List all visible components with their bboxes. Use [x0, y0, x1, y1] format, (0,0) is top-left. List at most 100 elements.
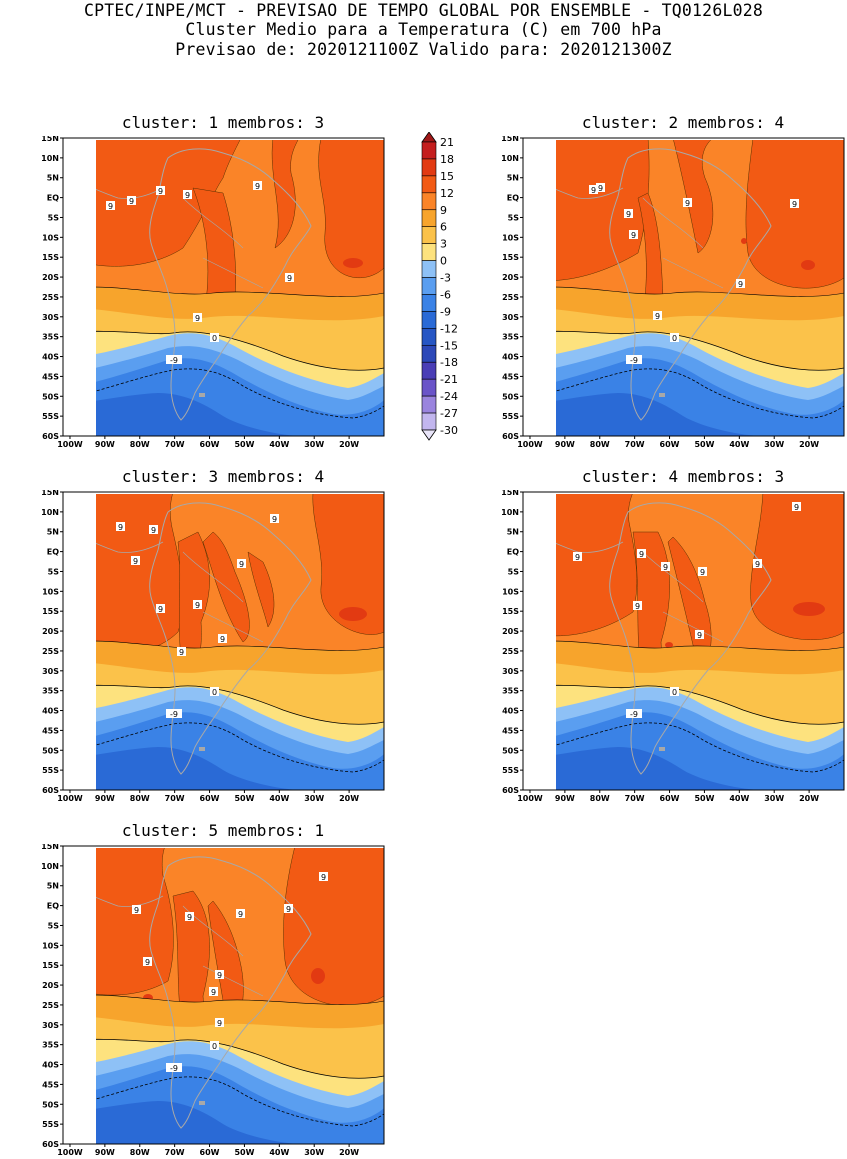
- lat-label: 5S: [48, 921, 60, 930]
- contour-label-box: [183, 190, 192, 199]
- lat-label: 15S: [42, 253, 59, 262]
- lon-label: 60W: [200, 794, 220, 803]
- colorbar-label: -24: [440, 390, 458, 403]
- contour-label-box: [670, 687, 679, 696]
- contour-label-box: [127, 196, 136, 205]
- island: [659, 393, 665, 397]
- lat-label: 25S: [502, 293, 519, 302]
- lon-label: 60W: [660, 440, 680, 449]
- lon-label: 50W: [694, 440, 714, 449]
- colorbar-swatch: [421, 209, 437, 228]
- coastline: [96, 541, 164, 553]
- temperature-band: [96, 393, 303, 436]
- colorbar-label: -18: [440, 356, 458, 369]
- contour-label-minus-9: -9: [170, 710, 178, 719]
- contour-label-box: [573, 552, 582, 561]
- warm-region: [318, 140, 385, 278]
- lat-label: 40S: [42, 353, 59, 362]
- contour-label-box: [753, 559, 762, 568]
- lat-label: 15N: [41, 490, 59, 497]
- lon-label: 100W: [517, 794, 543, 803]
- contour-label-box: [193, 600, 202, 609]
- contour-minus-9: [96, 1076, 385, 1127]
- lon-label: 80W: [590, 794, 610, 803]
- lat-label: 15N: [501, 490, 519, 497]
- contour-6: [96, 640, 385, 651]
- colorbar-label: -15: [440, 339, 458, 352]
- lat-label: 25S: [42, 647, 59, 656]
- field: 9 9 9 9 9 9 9 0 -9: [96, 140, 385, 436]
- contour-label-0: 0: [672, 334, 677, 343]
- contour-label-0: 0: [212, 1042, 217, 1051]
- contour-label-9: 9: [134, 906, 139, 915]
- contour-label-0: 0: [212, 334, 217, 343]
- coastline: [96, 895, 164, 907]
- lat-label: 5S: [508, 567, 520, 576]
- contour-label-box: [629, 230, 638, 239]
- hot-core: [793, 602, 825, 616]
- lat-label: 10S: [502, 587, 519, 596]
- contour-label-9: 9: [286, 905, 291, 914]
- colorbar-swatch: [421, 158, 437, 177]
- hot-core: [311, 968, 325, 984]
- contour-label-9: 9: [129, 197, 134, 206]
- lon-label: 50W: [694, 794, 714, 803]
- map-frame: [62, 845, 385, 1145]
- lon-label: 40W: [729, 440, 749, 449]
- contour-label-box: [698, 567, 707, 576]
- contour-label-9: 9: [220, 635, 225, 644]
- border-line: [182, 905, 264, 997]
- lon-label: 30W: [304, 1148, 324, 1157]
- contour-label-box: [626, 355, 642, 364]
- colorbar-label: -12: [440, 322, 458, 335]
- lon-label: 20W: [799, 440, 819, 449]
- contour-label-9: 9: [108, 202, 113, 211]
- contour-6: [556, 286, 845, 297]
- contour-minus-9: [96, 722, 385, 773]
- lat-label: 40S: [502, 707, 519, 716]
- contour-label-9: 9: [187, 913, 192, 922]
- colorbar-swatch: [421, 328, 437, 346]
- lon-label: 90W: [95, 440, 115, 449]
- lat-label: 55S: [42, 1120, 59, 1129]
- lat-label: 5N: [47, 174, 59, 183]
- lat-label: 10N: [41, 508, 59, 517]
- contour-label-box: [284, 904, 293, 913]
- lat-label: 10N: [41, 154, 59, 163]
- contour-label-9: 9: [663, 563, 668, 572]
- contour-label-9: 9: [626, 210, 631, 219]
- contour-label-box: [236, 909, 245, 918]
- island: [199, 747, 205, 751]
- contour-label-9: 9: [158, 187, 163, 196]
- contour-label-0: 0: [672, 688, 677, 697]
- contour-label-box: [210, 687, 219, 696]
- border-line: [642, 551, 724, 643]
- contour-label-box: [790, 199, 799, 208]
- lat-label: 30S: [502, 313, 519, 322]
- lat-label: 5N: [507, 528, 519, 537]
- warm-region: [96, 140, 241, 267]
- lat-label: EQ: [47, 548, 59, 557]
- lon-label: 90W: [555, 794, 575, 803]
- contour-label-9: 9: [755, 560, 760, 569]
- contour-label-minus-9: -9: [170, 356, 178, 365]
- lat-label: 45S: [502, 372, 519, 381]
- contour-label-box: [193, 313, 202, 322]
- lat-label: 15N: [41, 136, 59, 143]
- contour-label-9: 9: [635, 602, 640, 611]
- colorbar-swatch: [421, 395, 437, 414]
- lat-label: 50S: [502, 746, 519, 755]
- contour-label-box: [166, 1063, 182, 1072]
- lon-label: 70W: [165, 794, 185, 803]
- lon-label: 80W: [130, 1148, 150, 1157]
- contour-label-box: [218, 634, 227, 643]
- lat-label: 50S: [42, 746, 59, 755]
- colorbar-label: -3: [440, 272, 451, 285]
- contour-label-9: 9: [195, 601, 200, 610]
- panel-4-title: cluster: 4 membros: 3: [581, 467, 785, 486]
- contour-0: [96, 684, 385, 725]
- lon-label: 100W: [517, 440, 543, 449]
- lon-label: 70W: [625, 794, 645, 803]
- lat-label: 10S: [42, 233, 59, 242]
- contour-label-box: [683, 198, 692, 207]
